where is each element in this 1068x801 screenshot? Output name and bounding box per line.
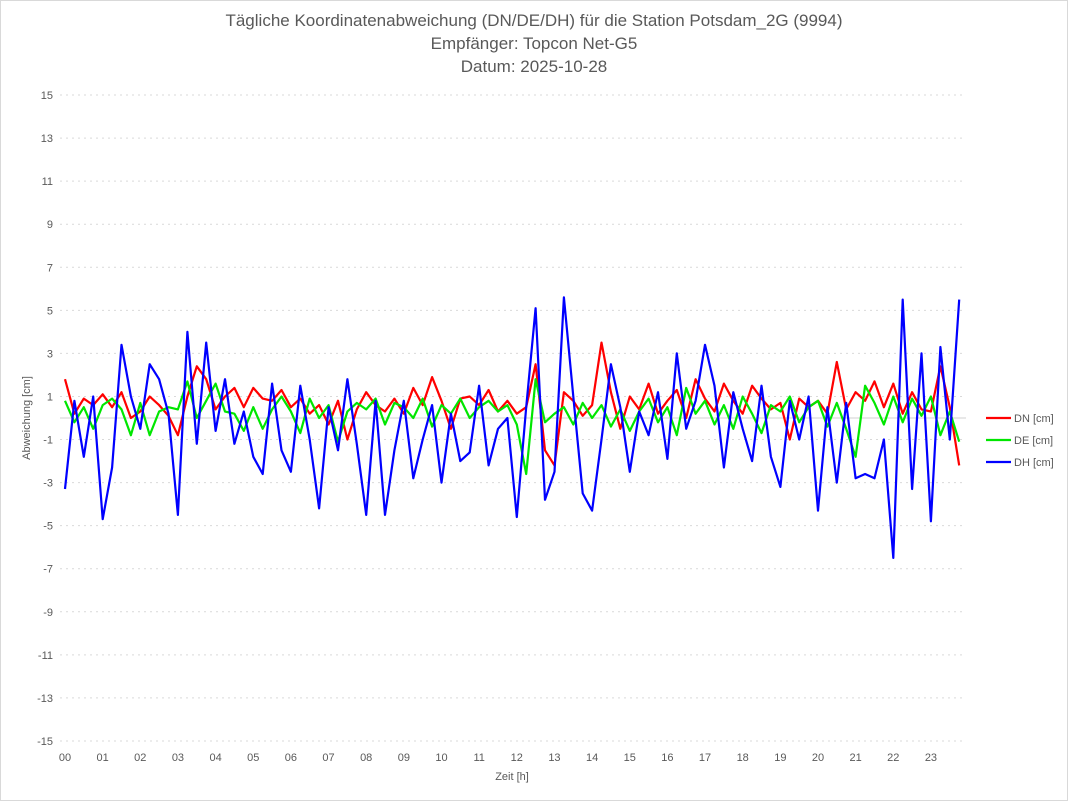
y-tick-label: -1 (43, 435, 53, 447)
legend: DN [cm] DE [cm] DH [cm] (986, 413, 1054, 469)
x-tick-label: 00 (59, 752, 71, 764)
x-tick-label: 05 (247, 752, 259, 764)
y-tick-label: -3 (43, 478, 53, 490)
x-tick-label: 08 (360, 752, 372, 764)
y-tick-label: -7 (43, 564, 53, 576)
legend-label: DN [cm] (1014, 413, 1054, 425)
y-tick-label: -13 (37, 693, 53, 705)
series-line-dh (63, 296, 961, 560)
legend-label: DE [cm] (1014, 435, 1053, 447)
y-tick-label: 15 (41, 90, 53, 102)
x-tick-label: 19 (774, 752, 786, 764)
x-tick-label: 21 (850, 752, 862, 764)
y-tick-labels: 15 13 11 9 7 5 3 1 -1 -3 -5 -7 -9 -11 -13 -15 (37, 90, 53, 748)
x-tick-label: 02 (134, 752, 146, 764)
y-tick-label: -11 (38, 650, 53, 662)
x-tick-label: 03 (172, 752, 184, 764)
series-lines (63, 296, 961, 560)
chart-title: Tägliche Koordinatenabweichung (DN/DE/DH… (225, 11, 843, 30)
series-line-dn (63, 341, 961, 467)
x-tick-label: 10 (435, 752, 447, 764)
x-tick-label: 09 (398, 752, 410, 764)
legend-label: DH [cm] (1014, 457, 1054, 469)
x-tick-label: 04 (209, 752, 221, 764)
x-tick-label: 15 (624, 752, 636, 764)
y-tick-label: 5 (47, 305, 53, 317)
chart-subtitle-receiver: Empfänger: Topcon Net-G5 (430, 34, 638, 53)
x-tick-label: 18 (737, 752, 749, 764)
chart-subtitle-date: Datum: 2025-10-28 (460, 57, 608, 76)
x-tick-label: 13 (548, 752, 560, 764)
x-tick-labels: 00 01 02 03 04 05 06 07 08 09 10 11 12 13 14 15 16 17 18 19… (59, 752, 937, 764)
y-axis-label: Abweichung [cm] (21, 376, 33, 460)
x-tick-label: 01 (97, 752, 109, 764)
x-tick-label: 14 (586, 752, 598, 764)
x-tick-label: 23 (925, 752, 937, 764)
y-tick-label: -9 (43, 607, 53, 619)
x-tick-label: 16 (661, 752, 673, 764)
y-tick-label: 3 (47, 348, 53, 360)
y-tick-label: -5 (43, 521, 53, 533)
y-tick-label: 13 (41, 133, 53, 145)
x-tick-label: 07 (322, 752, 334, 764)
x-tick-label: 12 (511, 752, 523, 764)
x-tick-label: 20 (812, 752, 824, 764)
x-axis-label: Zeit [h] (495, 771, 529, 783)
y-tick-label: 11 (42, 176, 53, 188)
y-tick-label: -15 (37, 736, 53, 748)
y-tick-label: 1 (47, 391, 53, 403)
x-tick-label: 11 (473, 752, 484, 764)
x-tick-label: 17 (699, 752, 711, 764)
x-tick-label: 06 (285, 752, 297, 764)
y-tick-label: 7 (47, 262, 53, 274)
x-tick-label: 22 (887, 752, 899, 764)
y-tick-label: 9 (47, 219, 53, 231)
